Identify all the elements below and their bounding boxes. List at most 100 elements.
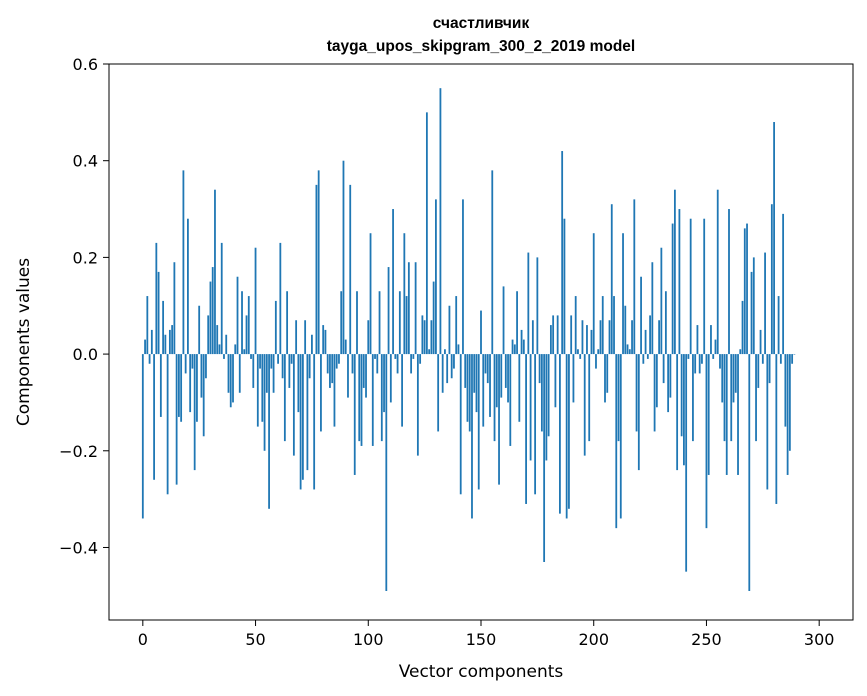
bar — [565, 354, 568, 519]
bar — [581, 320, 584, 355]
bar — [421, 315, 424, 355]
bar — [588, 354, 591, 442]
bar — [671, 223, 674, 355]
bar — [259, 354, 261, 369]
bar — [498, 354, 500, 485]
bar — [430, 320, 433, 355]
bar — [493, 354, 496, 442]
bar — [401, 354, 403, 427]
bar — [177, 354, 180, 417]
bar — [459, 354, 462, 495]
bar — [299, 354, 302, 490]
bar — [721, 354, 724, 403]
bar — [786, 354, 789, 475]
y-tick-label: −0.2 — [59, 442, 98, 461]
bar — [184, 354, 187, 374]
bar — [288, 354, 291, 388]
bar — [734, 354, 737, 393]
bar — [196, 354, 198, 422]
bar — [486, 354, 489, 384]
bar — [622, 233, 624, 355]
bar — [676, 354, 679, 471]
bar — [292, 354, 295, 456]
bar — [692, 354, 694, 442]
bar — [333, 354, 336, 427]
bar — [308, 354, 311, 379]
bar — [403, 233, 406, 355]
bar — [732, 354, 735, 403]
x-tick-label: 200 — [578, 630, 609, 649]
bar — [389, 354, 392, 403]
bar — [651, 262, 654, 355]
bar — [374, 354, 376, 359]
bar — [471, 354, 473, 519]
bar — [141, 354, 144, 519]
bar — [247, 296, 250, 355]
bar — [175, 354, 178, 485]
bar — [752, 257, 755, 355]
bar — [779, 354, 782, 364]
bar — [396, 354, 399, 374]
bar — [153, 354, 155, 480]
x-tick-label: 0 — [138, 630, 148, 649]
bar — [398, 291, 401, 355]
bar — [148, 354, 151, 364]
bar — [166, 354, 169, 495]
bar — [405, 296, 408, 355]
bar — [572, 354, 575, 403]
bar — [574, 296, 577, 355]
bar — [696, 325, 699, 355]
bar — [464, 354, 467, 388]
bar — [272, 354, 275, 393]
bar — [211, 267, 214, 355]
bar — [536, 257, 539, 355]
bar — [766, 354, 769, 490]
bar — [279, 242, 282, 355]
chart-title-line1: счастливчик — [433, 15, 530, 32]
bar — [432, 281, 435, 355]
bar — [338, 354, 340, 364]
bar — [268, 354, 270, 509]
bar — [583, 354, 586, 456]
bar — [473, 354, 476, 393]
bar — [220, 242, 223, 355]
bar — [489, 354, 491, 417]
bar — [626, 344, 629, 355]
bar — [286, 291, 289, 355]
x-tick-label: 300 — [804, 630, 835, 649]
bar — [768, 354, 771, 384]
bar — [737, 354, 739, 475]
bar — [412, 354, 415, 359]
bar — [371, 354, 374, 446]
bar — [331, 354, 334, 384]
bar — [245, 315, 248, 355]
x-tick-label: 100 — [353, 630, 384, 649]
y-tick-label: 0.4 — [73, 152, 98, 171]
bar — [642, 354, 645, 364]
bar — [597, 349, 600, 355]
y-axis-ticks: −0.4 −0.2 0.0 0.2 0.4 0.6 — [59, 55, 109, 557]
bar — [491, 170, 494, 355]
bar — [595, 354, 597, 369]
bar — [349, 184, 352, 355]
bar — [775, 354, 778, 504]
bar — [301, 354, 304, 480]
bar — [274, 300, 277, 355]
bar — [538, 354, 541, 384]
bar — [559, 354, 561, 514]
bar — [317, 170, 320, 355]
bar — [410, 354, 413, 374]
bar — [527, 252, 530, 355]
bar — [365, 354, 367, 398]
bar — [159, 354, 162, 417]
bar — [568, 354, 570, 509]
bar — [770, 204, 773, 355]
bar — [466, 354, 469, 422]
bar — [342, 160, 345, 355]
bar — [545, 354, 548, 461]
bar — [617, 354, 620, 442]
bar — [164, 334, 167, 355]
bar — [385, 354, 388, 591]
bar — [586, 325, 588, 355]
